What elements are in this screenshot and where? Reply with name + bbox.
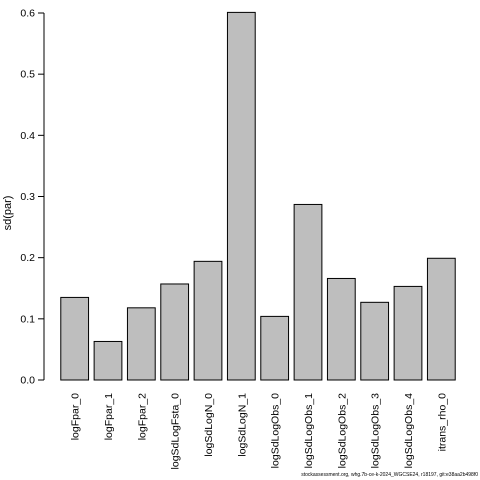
y-tick-label: 0.2 (20, 252, 35, 264)
y-axis-label: sd(par) (2, 196, 14, 231)
bar (126, 307, 156, 381)
y-tick-label: 0.1 (20, 313, 35, 325)
bar (193, 260, 223, 381)
x-tick-label: logFpar_2 (136, 393, 148, 440)
bar (426, 257, 456, 381)
x-tick-label: logFpar_0 (70, 393, 82, 440)
bar (293, 203, 323, 381)
x-tick-label: logSdLogObs_1 (303, 393, 315, 468)
bar (326, 277, 356, 381)
bar (393, 285, 423, 381)
bars (60, 11, 456, 381)
bar (60, 296, 90, 381)
x-tick-label: logSdLogN_0 (203, 393, 215, 457)
y-tick-label: 0.5 (20, 69, 35, 81)
x-tick-label: logFpar_1 (103, 393, 115, 440)
bar (260, 315, 290, 381)
x-tick-label: logSdLogFsta_0 (170, 393, 182, 470)
y-tick-label: 0.0 (20, 375, 35, 387)
x-tick-label: logSdLogObs_4 (403, 393, 415, 468)
x-axis-labels: logFpar_0 logFpar_1 logFpar_2 logSdLogFsta_… (70, 393, 449, 470)
y-tick-label: 0.6 (20, 8, 35, 20)
x-tick-label: logSdLogObs_3 (370, 393, 382, 468)
y-tick-label: 0.3 (20, 191, 35, 203)
bar (160, 283, 190, 381)
x-tick-label: itrans_rho_0 (436, 393, 448, 452)
bar (93, 340, 123, 381)
bar (360, 301, 390, 381)
y-tick-label: 0.4 (20, 130, 35, 142)
bar (226, 11, 256, 381)
x-tick-label: logSdLogObs_2 (336, 393, 348, 468)
y-axis: 0.0 0.1 0.2 0.3 0.4 0.5 0.6 (20, 8, 45, 387)
x-tick-label: logSdLogObs_0 (270, 393, 282, 468)
x-tick-label: logSdLogN_1 (236, 393, 248, 457)
footnote: stockassessment.org, whg.7b-ce-k-2024_WG… (301, 472, 478, 478)
